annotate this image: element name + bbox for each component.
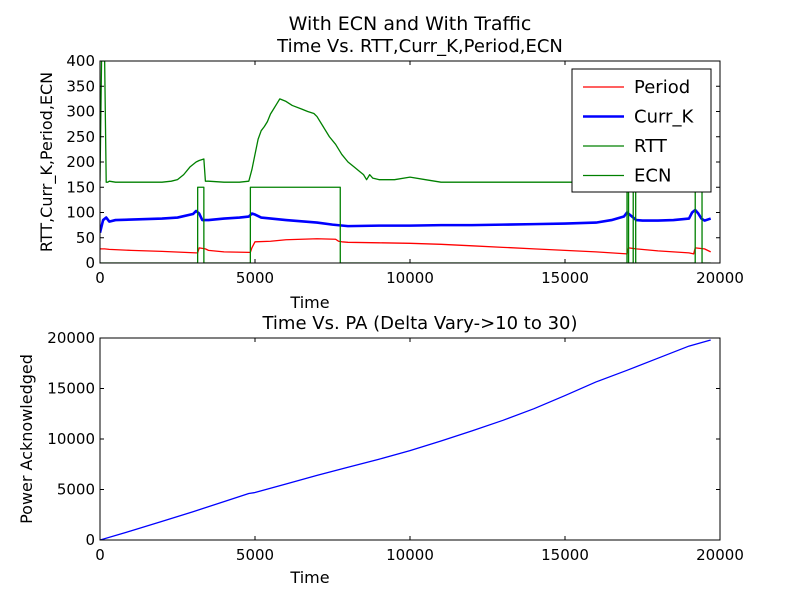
chart-title: Time Vs. PA (Delta Vary->10 to 30) [261, 313, 577, 334]
y-tick-label: 350 [66, 77, 95, 95]
y-tick-label: 15000 [47, 380, 95, 398]
x-tick-label: 20000 [696, 546, 744, 564]
legend: Period Curr_K RTT ECN [571, 68, 712, 193]
y-tick-label: 200 [66, 153, 95, 171]
y-tick-label: 150 [66, 178, 95, 196]
y-tick-label: 10000 [47, 430, 95, 448]
x-tick-label: 0 [95, 269, 105, 287]
y-tick-label: 400 [66, 52, 95, 70]
series-line-curr-k [100, 208, 712, 234]
y-tick-label: 300 [66, 103, 95, 121]
y-axis-label: Power Acknowledged [17, 354, 36, 524]
x-tick-label: 15000 [541, 269, 589, 287]
y-tick-label: 250 [66, 128, 95, 146]
x-tick-label: 10000 [386, 269, 434, 287]
x-tick-label: 5000 [236, 269, 274, 287]
y-tick-label: 20000 [47, 329, 95, 347]
legend-label: Curr_K [634, 107, 694, 128]
chart-1: Time Vs. RTT,Curr_K,Period,ECN Time RTT,Cu… [37, 36, 744, 312]
series-group [100, 339, 711, 540]
x-axis-label: Time [289, 568, 329, 587]
y-tick-label: 5000 [57, 481, 95, 499]
x-tick-label: 5000 [236, 546, 274, 564]
legend-label: RTT [634, 136, 668, 157]
x-tick-label: 0 [95, 546, 105, 564]
x-tick-label: 20000 [696, 269, 744, 287]
chart-title: Time Vs. RTT,Curr_K,Period,ECN [276, 36, 563, 57]
legend-box [571, 68, 712, 193]
series-line-pa [100, 339, 711, 540]
y-tick-label: 0 [85, 254, 95, 272]
x-tick-label: 10000 [386, 546, 434, 564]
figure-suptitle: With ECN and With Traffic [289, 13, 532, 35]
y-axis-label: RTT,Curr_K,Period,ECN [37, 72, 57, 252]
y-tick-label: 50 [76, 229, 95, 247]
chart-2: Time Vs. PA (Delta Vary->10 to 30) Time Po… [17, 313, 744, 587]
x-axis-label: Time [289, 293, 329, 312]
series-line-period [100, 238, 711, 255]
plots-area: Time Vs. RTT,Curr_K,Period,ECN Time RTT,Cu… [17, 36, 744, 587]
x-tick-label: 15000 [541, 546, 589, 564]
legend-label: ECN [634, 166, 671, 187]
axes-frame [99, 337, 721, 541]
y-tick-label: 100 [66, 204, 95, 222]
y-tick-label: 0 [85, 531, 95, 549]
legend-label: Period [634, 77, 690, 98]
